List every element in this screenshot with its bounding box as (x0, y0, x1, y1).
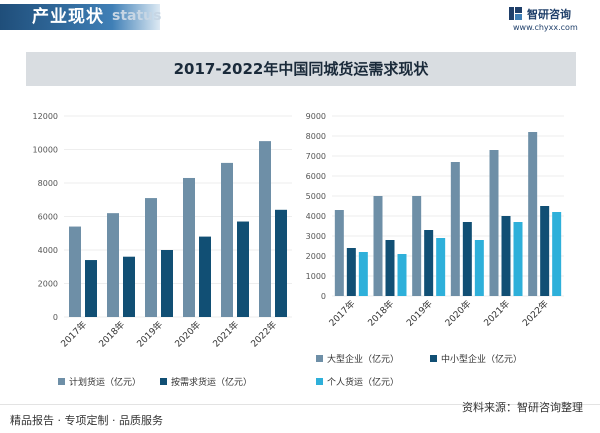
y-tick-label: 2000 (306, 252, 326, 261)
x-tick-label: 2018年 (96, 319, 127, 350)
logo-icon (509, 7, 522, 20)
legend-swatch (58, 378, 65, 385)
x-tick-label: 2022年 (248, 319, 279, 350)
bar-3-2017年 (358, 252, 368, 296)
bar-3-2019年 (436, 238, 446, 296)
bar-2-2017年 (85, 260, 97, 317)
chart-title: 2017-2022年中国同城货运需求现状 (173, 60, 429, 78)
legend-swatch (160, 378, 167, 385)
bar-1-2021年 (489, 150, 499, 296)
chart-banner: 2017-2022年中国同城货运需求现状 (26, 52, 576, 86)
legend-label: 中小型企业（亿元） (441, 353, 522, 365)
bar-2-2022年 (275, 209, 287, 317)
bar-3-2018年 (397, 254, 407, 296)
footer-source: 资料来源：智研咨询整理 (462, 401, 583, 414)
legend-swatch (316, 355, 323, 362)
bar-1-2019年 (145, 198, 157, 317)
bar-2-2017年 (346, 248, 356, 296)
y-tick-label: 12000 (33, 112, 58, 121)
footer: 精品报告 · 专项定制 · 品质服务 资料来源：智研咨询整理 (0, 401, 600, 433)
bar-2-2021年 (237, 221, 249, 317)
footer-slogan: 精品报告 · 专项定制 · 品质服务 (10, 414, 163, 427)
bar-2-2018年 (123, 256, 135, 317)
section-title: 产业现状 (32, 7, 104, 27)
bar-1-2018年 (373, 196, 383, 296)
y-tick-label: 8000 (38, 179, 58, 188)
x-tick-label: 2020年 (172, 319, 203, 350)
y-tick-label: 4000 (38, 246, 58, 255)
legend-swatch (430, 355, 437, 362)
chart-by-operator-type: 0 1000 2000 3000 4000 5000 6000 7000 8000 9000 201… (306, 112, 564, 388)
legend-label: 按需求货运（亿元） (171, 376, 252, 388)
bar-1-2020年 (183, 177, 195, 317)
bar-3-2021年 (513, 222, 523, 296)
x-tick-label: 2021年 (210, 319, 241, 350)
y-tick-label: 6000 (38, 213, 58, 222)
y-tick-label: 4000 (306, 212, 326, 221)
bar-1-2021年 (221, 162, 233, 317)
bar-1-2017年 (69, 226, 81, 317)
y-tick-label: 7000 (306, 152, 326, 161)
bar-1-2022年 (259, 141, 271, 317)
bar-1-2017年 (334, 210, 344, 296)
x-tick-label: 2020年 (442, 298, 473, 329)
y-tick-label: 2000 (38, 280, 58, 289)
y-tick-label: 6000 (306, 172, 326, 181)
header: 产业现状 status 智研咨询 www.chyxx.com (0, 0, 600, 38)
logo-name: 智研咨询 (527, 8, 571, 21)
bar-2-2019年 (424, 230, 434, 296)
bar-3-2020年 (474, 240, 484, 296)
x-tick-label: 2022年 (520, 298, 551, 329)
chart-planned-vs-ondemand: 0 2000 4000 6000 8000 10000 12000 2017年 2018年 201… (33, 112, 292, 388)
bar-2-2020年 (462, 222, 472, 296)
y-tick-label: 10000 (33, 146, 58, 155)
x-tick-label: 2017年 (326, 298, 357, 329)
x-tick-label: 2019年 (404, 298, 435, 329)
logo-url: www.chyxx.com (513, 23, 578, 32)
bar-1-2022年 (528, 132, 538, 296)
y-tick-label: 9000 (306, 112, 326, 121)
y-tick-label: 5000 (306, 192, 326, 201)
bar-2-2019年 (161, 250, 173, 317)
y-tick-label: 8000 (306, 132, 326, 141)
legend-label: 大型企业（亿元） (327, 353, 399, 365)
bar-2-2020年 (199, 236, 211, 317)
x-tick-label: 2021年 (481, 298, 512, 329)
section-title-bar (0, 4, 160, 30)
legend-label: 个人货运（亿元） (327, 376, 399, 388)
y-tick-label: 0 (53, 313, 58, 322)
bar-2-2022年 (540, 206, 550, 296)
x-tick-label: 2019年 (134, 319, 165, 350)
bar-1-2020年 (450, 162, 460, 296)
bar-3-2022年 (552, 212, 562, 296)
legend-swatch (316, 378, 323, 385)
legend-label: 计划货运（亿元） (69, 376, 141, 388)
y-tick-label: 3000 (306, 232, 326, 241)
bar-2-2018年 (385, 240, 395, 296)
y-tick-label: 0 (321, 292, 326, 301)
ghost-watermark-text: status (112, 8, 162, 24)
y-tick-label: 1000 (306, 272, 326, 281)
x-tick-label: 2017年 (58, 319, 89, 350)
x-tick-label: 2018年 (365, 298, 396, 329)
bar-1-2019年 (412, 196, 422, 296)
bar-2-2021年 (501, 216, 511, 296)
company-logo: 智研咨询 www.chyxx.com (505, 6, 597, 36)
bar-1-2018年 (107, 213, 119, 317)
